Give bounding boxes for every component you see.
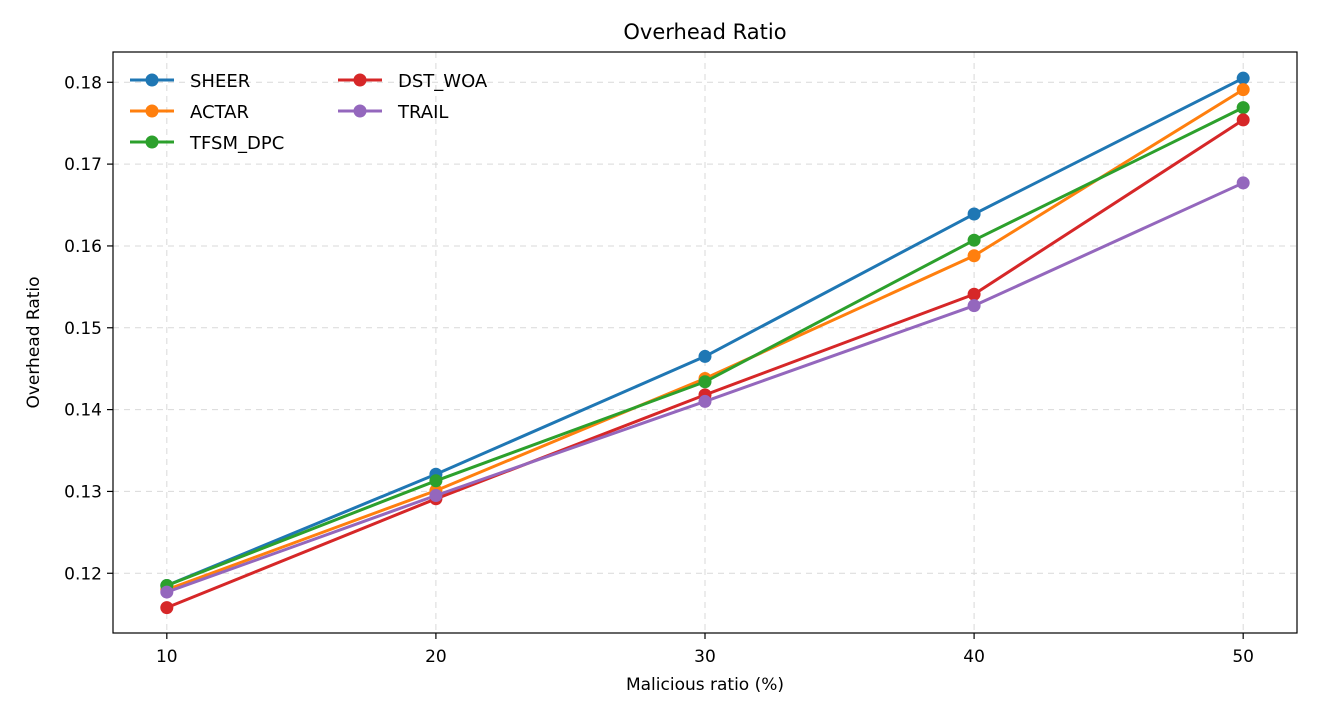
- legend-entry: DST_WOA: [338, 71, 488, 92]
- grid: [113, 52, 1297, 633]
- x-tick-label: 50: [1232, 647, 1254, 667]
- legend-label: SHEER: [190, 71, 250, 92]
- y-tick-label: 0.16: [64, 237, 102, 257]
- x-tick-label: 40: [963, 647, 985, 667]
- legend-swatch-marker: [353, 104, 367, 118]
- legend-entry: ACTAR: [130, 102, 249, 123]
- data-point: [160, 601, 174, 615]
- y-tick-label: 0.13: [64, 482, 102, 502]
- series-line: [166, 106, 1244, 587]
- legend: SHEER ACTAR TFSM_DPC DST_WOA TRAIL: [130, 71, 488, 154]
- data-point: [429, 474, 443, 488]
- data-point: [1236, 83, 1250, 97]
- series-layer: [160, 71, 1250, 615]
- data-point: [160, 585, 174, 599]
- y-tick-label: 0.17: [64, 155, 102, 175]
- data-point: [1236, 176, 1250, 190]
- y-tick-label: 0.15: [64, 319, 102, 339]
- legend-swatch-marker: [145, 73, 159, 87]
- x-tick-label: 30: [694, 647, 716, 667]
- legend-swatch-marker: [353, 73, 367, 87]
- data-point: [1236, 113, 1250, 127]
- x-tick-label: 10: [156, 647, 178, 667]
- series-trail: [160, 176, 1250, 599]
- legend-entry: TFSM_DPC: [130, 133, 284, 154]
- y-tick-label: 0.14: [64, 401, 102, 421]
- data-point: [967, 233, 981, 247]
- legend-label: TRAIL: [397, 102, 448, 123]
- data-point: [1236, 71, 1250, 85]
- legend-label: TFSM_DPC: [189, 133, 284, 154]
- series-dst-woa: [160, 113, 1250, 615]
- data-point: [698, 394, 712, 408]
- legend-entry: TRAIL: [338, 102, 448, 123]
- legend-label: DST_WOA: [398, 71, 488, 92]
- data-point: [429, 489, 443, 503]
- x-axis: 10 20 30 40 50: [156, 633, 1254, 667]
- legend-swatch-marker: [145, 104, 159, 118]
- y-axis: 0.12 0.13 0.14 0.15 0.16 0.17 0.18: [64, 73, 113, 584]
- chart-title: Overhead Ratio: [623, 20, 786, 44]
- data-point: [967, 287, 981, 301]
- data-point: [967, 299, 981, 313]
- y-tick-label: 0.12: [64, 564, 102, 584]
- data-point: [967, 249, 981, 263]
- legend-label: ACTAR: [190, 102, 249, 123]
- data-point: [698, 375, 712, 389]
- legend-entry: SHEER: [130, 71, 250, 92]
- x-axis-title: Malicious ratio (%): [626, 675, 784, 695]
- x-tick-label: 20: [425, 647, 447, 667]
- data-point: [1236, 101, 1250, 115]
- y-tick-label: 0.18: [64, 73, 102, 93]
- data-point: [698, 349, 712, 363]
- legend-swatch-marker: [145, 135, 159, 149]
- y-axis-title: Overhead Ratio: [24, 276, 44, 408]
- data-point: [967, 207, 981, 221]
